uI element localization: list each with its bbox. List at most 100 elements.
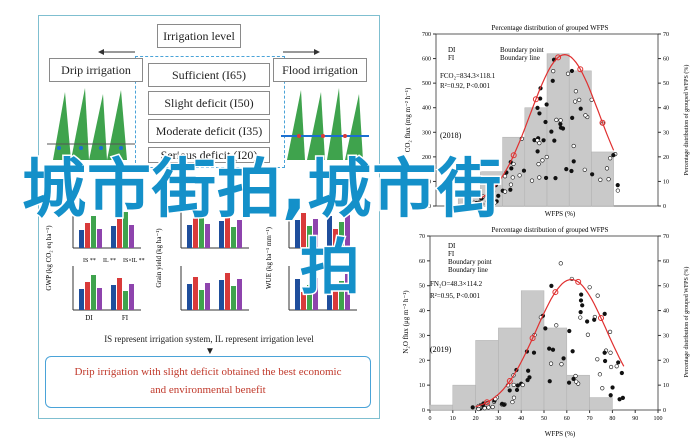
flux-point <box>580 303 585 308</box>
flux-point <box>571 143 576 149</box>
flux-point <box>598 177 603 182</box>
small-bar <box>193 277 198 310</box>
flux-point <box>558 261 563 266</box>
flux-point <box>502 189 508 194</box>
flux-point <box>511 382 516 388</box>
flux-point <box>536 162 541 167</box>
small-bar <box>231 227 236 248</box>
small-bar <box>199 211 204 248</box>
flux-point <box>543 326 548 331</box>
flux-point <box>515 383 520 388</box>
flux-point <box>525 377 530 383</box>
flux-point <box>537 111 542 116</box>
top-chart-title: Percentage distribution of grouped WFPS <box>492 24 609 32</box>
small-bar <box>301 213 306 248</box>
graphical-abstract-panel: Irrigation level Sufficient (I65) Slight… <box>38 15 380 419</box>
grouped-wfps-bar <box>591 151 614 207</box>
flux-point <box>606 177 611 182</box>
bot-ytick-label: 20 <box>419 358 425 364</box>
flux-point <box>549 129 554 134</box>
flux-point <box>571 159 576 164</box>
flux-point <box>547 346 552 351</box>
bottom-year: (2019) <box>430 345 452 354</box>
flux-point <box>541 138 546 143</box>
small-bar <box>79 230 84 248</box>
top-ytick-label: 400 <box>422 106 431 112</box>
small-bar <box>97 288 102 310</box>
flux-point <box>509 166 514 171</box>
flux-point <box>569 68 575 74</box>
flux-point <box>508 187 513 192</box>
small-bar <box>327 216 332 248</box>
flux-point <box>550 347 556 352</box>
top-ylabel-right: Percentage distribution of grouped WFPS … <box>683 65 690 176</box>
top-ytick-right-label: 60 <box>663 57 669 63</box>
flux-point <box>560 126 566 131</box>
flux-point <box>490 404 495 410</box>
flux-point <box>521 168 527 173</box>
grain-yield-chart <box>180 206 249 311</box>
co2-flux-chart: Percentage distribution of grouped WFPS … <box>404 24 690 218</box>
bottom-xlabel: WFPS (%) <box>545 430 576 438</box>
flood-field-illustration <box>281 88 369 160</box>
boundary-point <box>598 314 604 321</box>
flux-point <box>610 385 615 390</box>
boundary-point <box>484 399 490 406</box>
flux-point <box>543 175 549 181</box>
flux-point <box>620 395 625 400</box>
level-moderate-deficit: Moderate deficit (I35) <box>148 119 270 143</box>
bot-ytick-label: 40 <box>419 309 425 315</box>
flux-point <box>602 350 607 355</box>
small-bar <box>129 284 134 310</box>
bot-xtick-label: 100 <box>654 416 663 422</box>
small-bar <box>339 281 344 310</box>
top-legend-boundary-line: Boundary line <box>500 54 540 62</box>
boundary-point <box>510 152 517 159</box>
flux-point <box>547 379 552 384</box>
bottom-legend-fi: FI <box>448 250 455 258</box>
small-bar <box>91 275 96 310</box>
top-ytick-label: 300 <box>422 130 431 136</box>
small-bar <box>199 290 204 310</box>
boundary-point <box>532 96 539 103</box>
small-bar <box>85 282 90 310</box>
small-bar <box>313 219 318 248</box>
small-bar <box>237 220 242 248</box>
flux-point <box>570 349 575 354</box>
conclusion-line-1: Drip irrigation with slight deficit obta… <box>74 366 342 378</box>
flux-point <box>574 379 579 384</box>
small-bar <box>205 283 210 310</box>
small-bar <box>345 215 350 248</box>
group-label-di: DI <box>85 314 93 322</box>
flux-point <box>608 393 613 398</box>
flux-point <box>553 176 558 181</box>
grouped-wfps-bar <box>566 374 590 411</box>
bot-xtick-label: 70 <box>587 416 593 422</box>
grouped-wfps-bar <box>568 70 592 207</box>
small-bar <box>295 220 300 248</box>
flux-point <box>480 201 485 207</box>
flux-point <box>573 89 578 94</box>
small-bar <box>231 286 236 310</box>
boundary-point <box>575 278 582 285</box>
small-bar <box>193 218 198 248</box>
flux-point <box>585 332 591 337</box>
flux-point <box>583 113 588 118</box>
small-bar <box>313 278 318 310</box>
flux-point <box>517 173 522 178</box>
small-bar <box>307 285 312 310</box>
top-legend-di: DI <box>448 46 456 54</box>
flux-point <box>595 357 600 362</box>
flux-point <box>502 174 508 179</box>
flux-point <box>482 406 487 411</box>
small-bar <box>219 280 224 310</box>
flux-point <box>578 315 583 320</box>
bottom-ylabel-left: N₂O flux (μg m⁻² h⁻¹) <box>402 290 410 354</box>
bot-ytick-label: 10 <box>419 383 425 389</box>
bot-ytick-right-label: 0 <box>663 408 666 414</box>
flux-point <box>597 372 602 377</box>
small-bar <box>301 292 306 310</box>
small-bar <box>187 225 192 248</box>
small-bar <box>111 226 116 248</box>
flux-point <box>508 182 514 187</box>
